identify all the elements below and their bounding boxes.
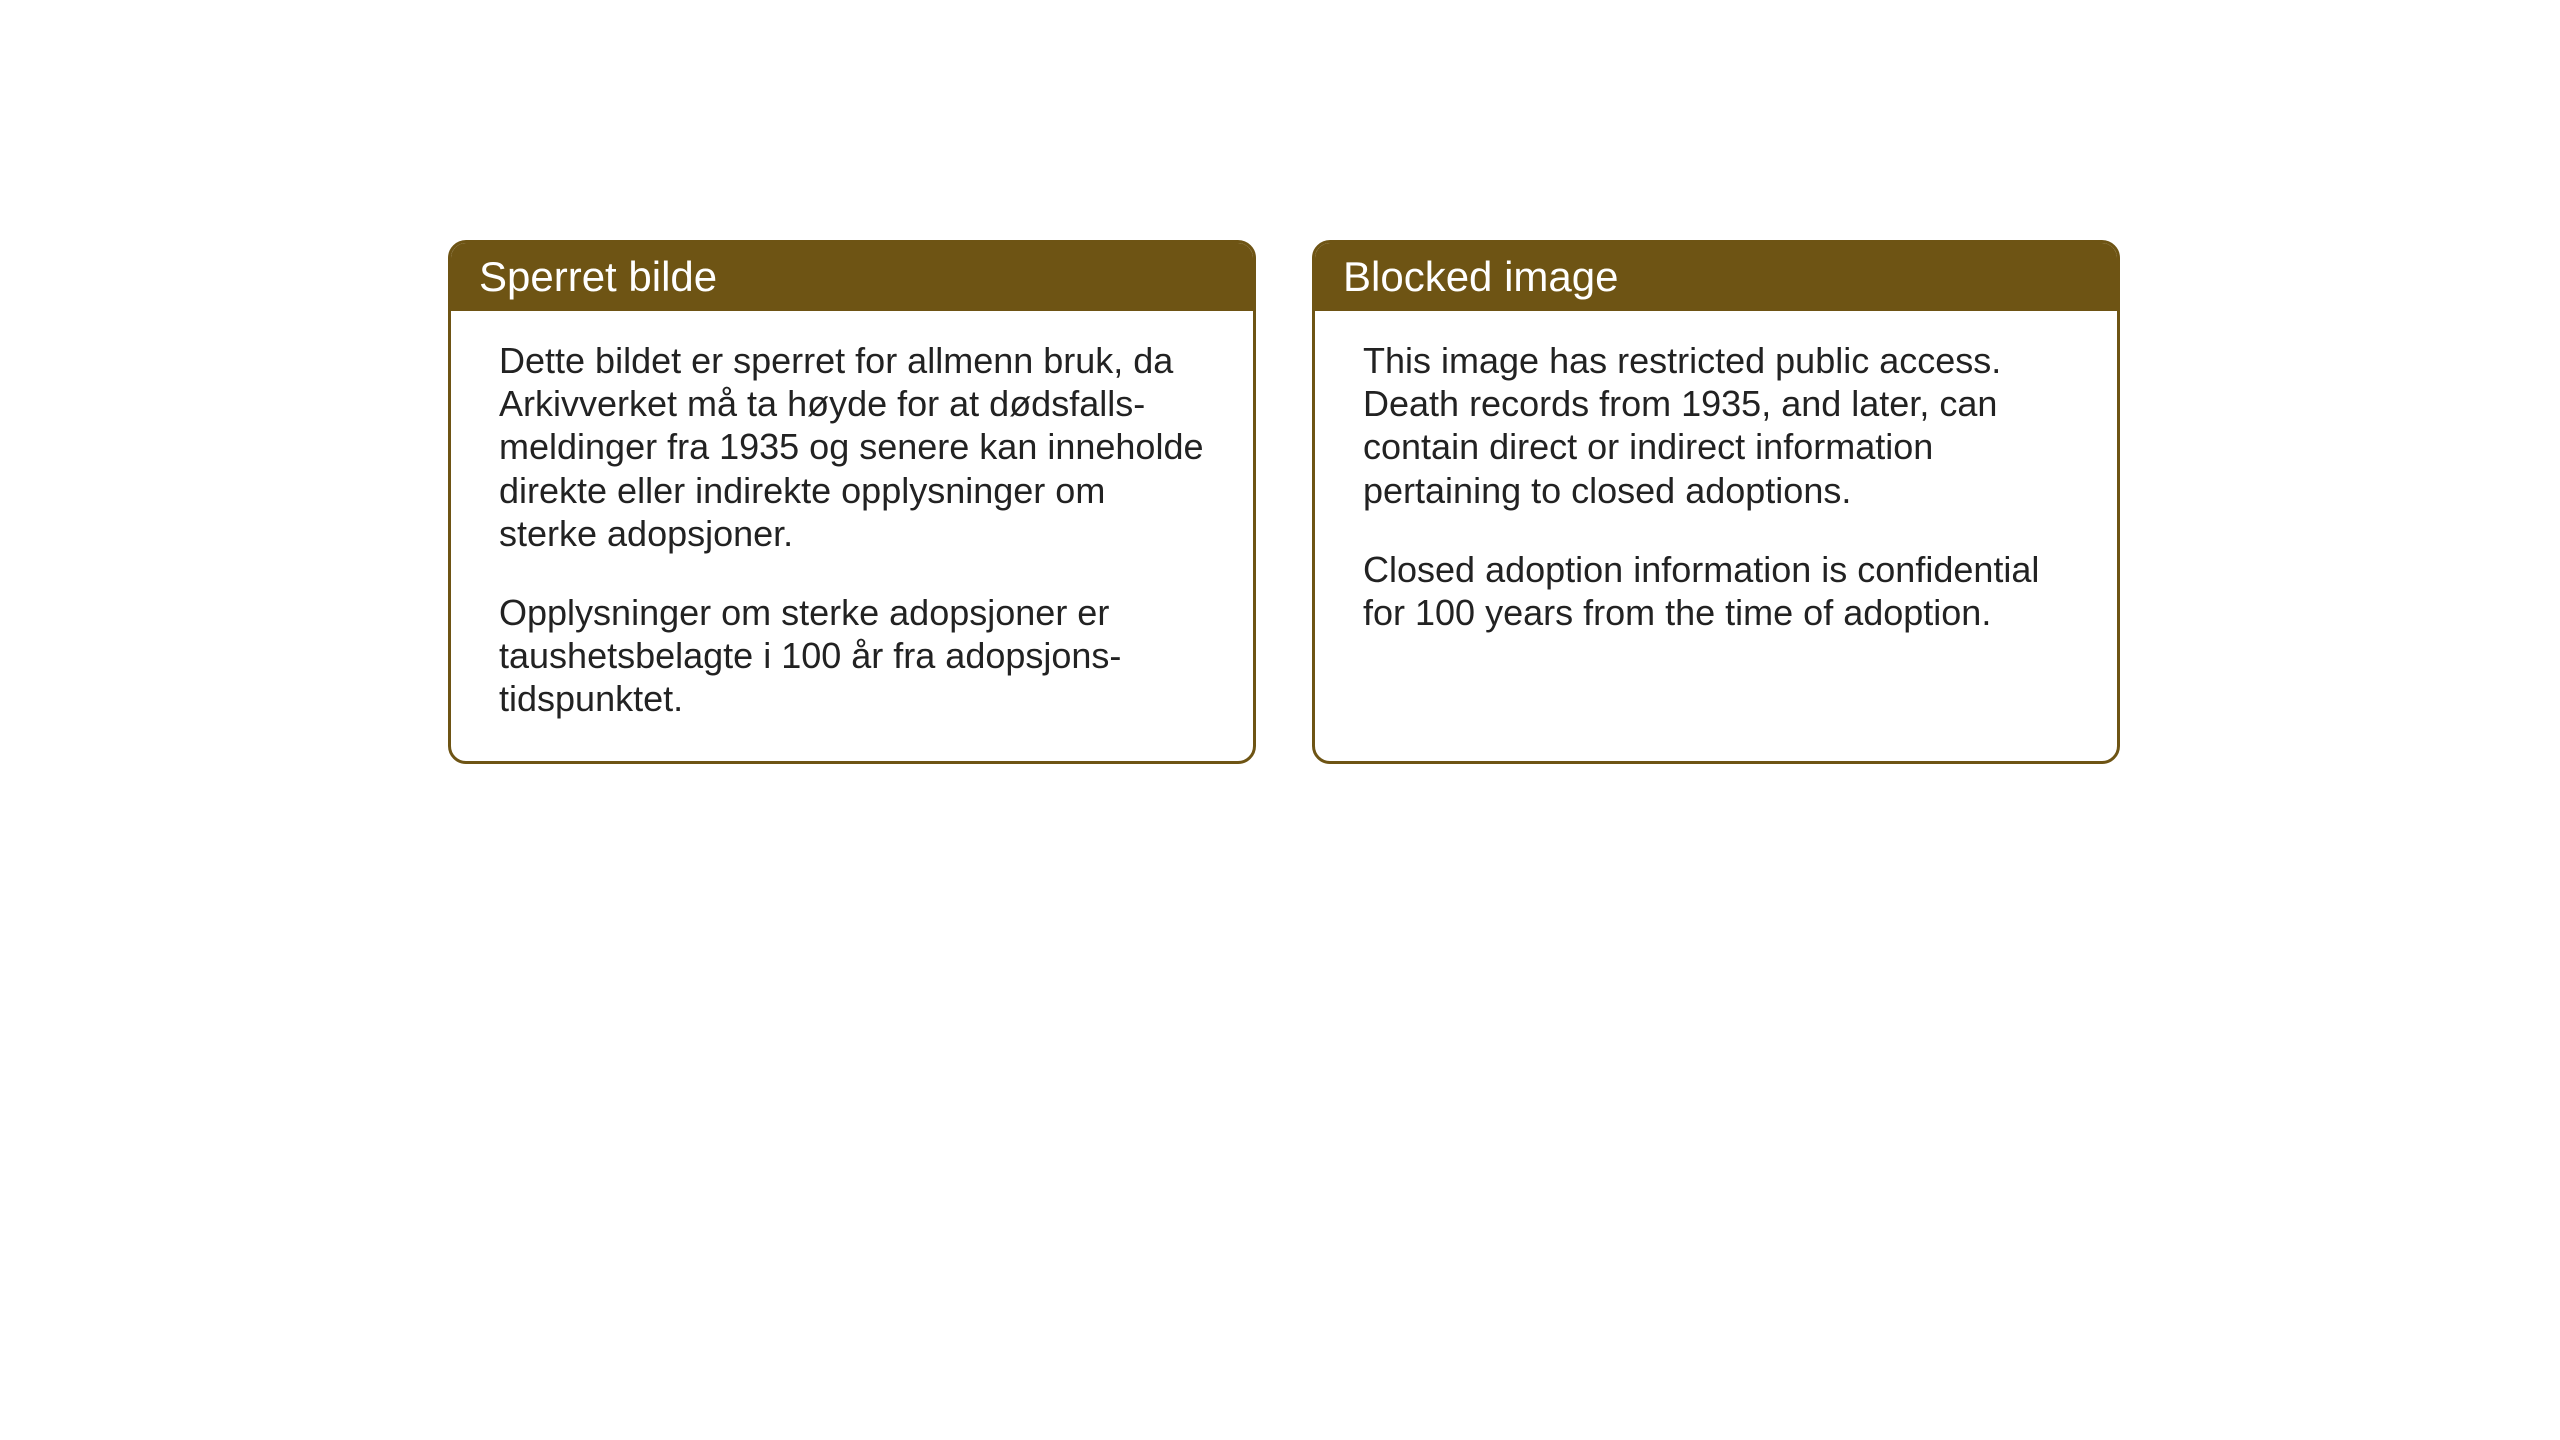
card-header-english: Blocked image: [1315, 243, 2117, 311]
card-title-english: Blocked image: [1343, 253, 1618, 300]
card-body-english: This image has restricted public access.…: [1315, 311, 2117, 674]
card-paragraph-norwegian-2: Opplysninger om sterke adopsjoner er tau…: [499, 591, 1205, 721]
card-paragraph-norwegian-1: Dette bildet er sperret for allmenn bruk…: [499, 339, 1205, 555]
card-paragraph-english-2: Closed adoption information is confident…: [1363, 548, 2069, 634]
card-paragraph-english-1: This image has restricted public access.…: [1363, 339, 2069, 512]
notice-container: Sperret bilde Dette bildet er sperret fo…: [448, 240, 2120, 764]
notice-card-norwegian: Sperret bilde Dette bildet er sperret fo…: [448, 240, 1256, 764]
card-body-norwegian: Dette bildet er sperret for allmenn bruk…: [451, 311, 1253, 761]
notice-card-english: Blocked image This image has restricted …: [1312, 240, 2120, 764]
card-title-norwegian: Sperret bilde: [479, 253, 717, 300]
card-header-norwegian: Sperret bilde: [451, 243, 1253, 311]
